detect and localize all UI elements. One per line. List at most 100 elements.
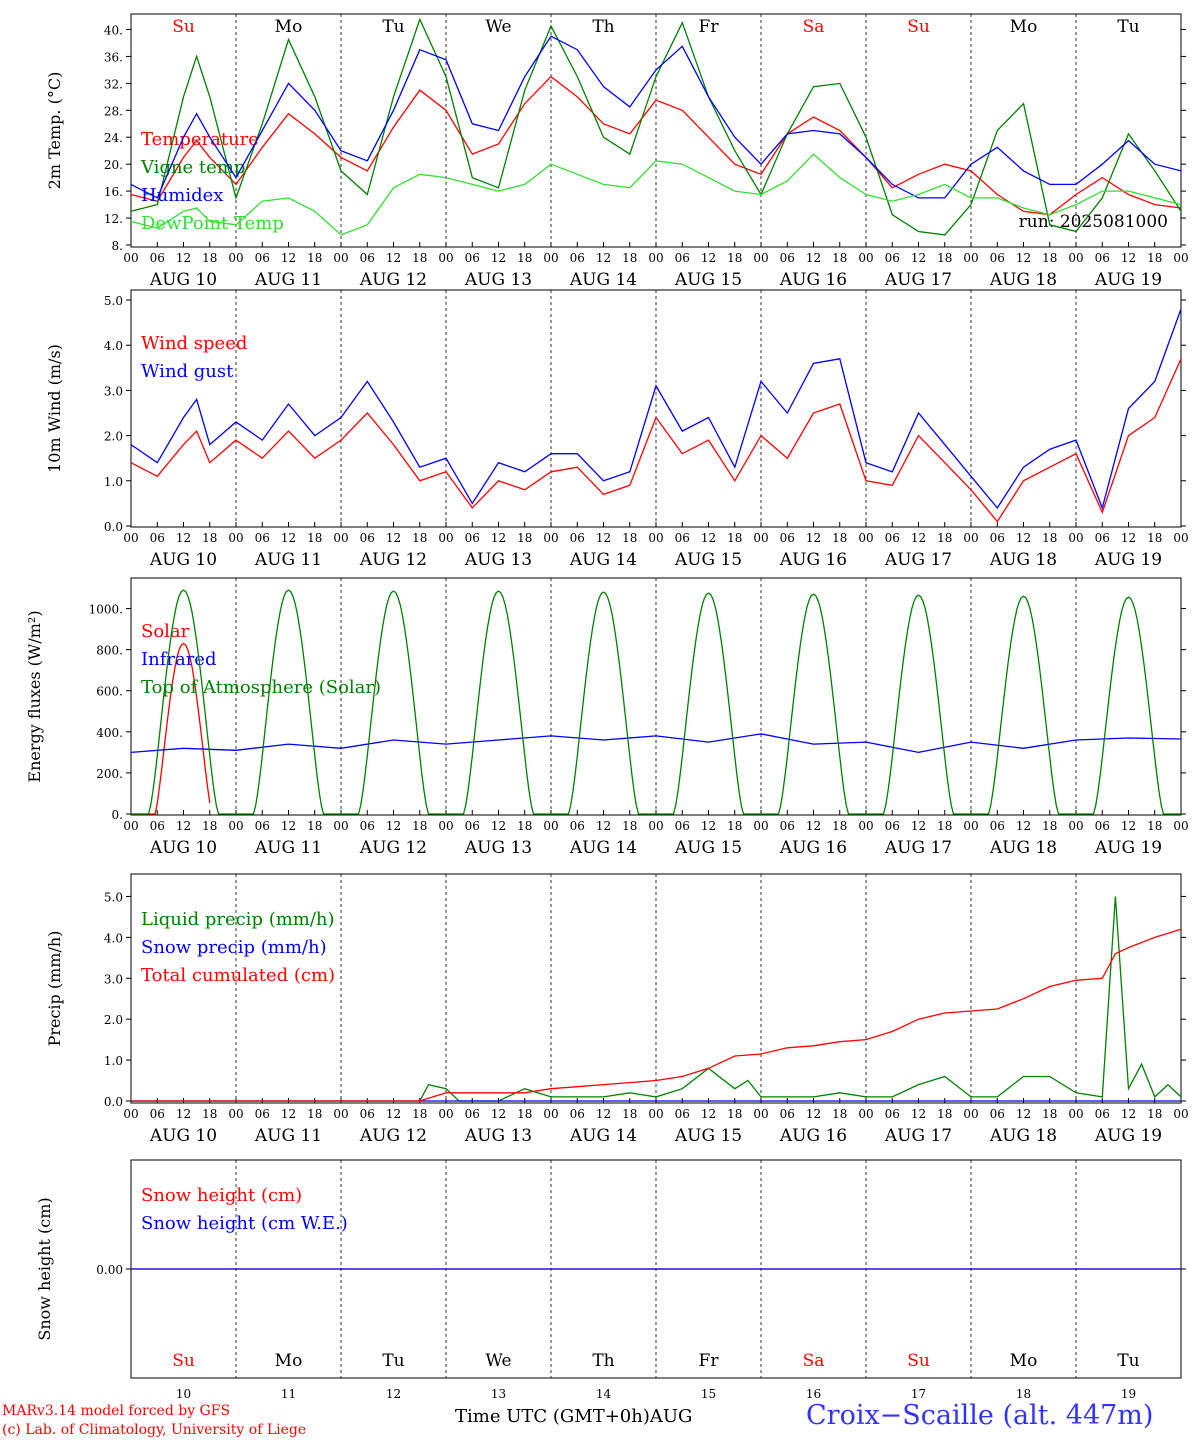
day-initial: Th: [592, 17, 614, 37]
series-wind-speed: [130, 358, 1182, 523]
x-hour-label: 00: [543, 251, 558, 265]
day-initial: Mo: [1010, 17, 1038, 37]
x-hour-label: 18: [727, 819, 742, 833]
x-hour-label: 12: [1016, 531, 1031, 545]
x-hour-label: 06: [465, 819, 480, 833]
date-label: AUG 13: [464, 838, 532, 858]
day-initial: Sa: [803, 17, 825, 37]
x-hour-label: 18: [1042, 1107, 1057, 1121]
date-label: AUG 19: [1094, 1126, 1162, 1146]
date-label: AUG 19: [1094, 550, 1162, 570]
day-initial: We: [485, 1351, 511, 1371]
x-hour-label: 12: [596, 1107, 611, 1121]
x-hour-label: 06: [675, 251, 690, 265]
x-hour-label: 18: [622, 819, 637, 833]
series-vigne-temp: [130, 17, 1182, 236]
y-tick-label: 2.0: [104, 430, 123, 444]
date-label: AUG 12: [359, 838, 427, 858]
x-hour-label: 00: [753, 819, 768, 833]
y-tick-label: 24.: [104, 131, 123, 145]
legend-entry: Total cumulated (cm): [141, 965, 335, 986]
y-tick-label: 3.0: [104, 972, 123, 986]
date-label: AUG 15: [674, 270, 742, 290]
x-hour-label: 18: [202, 531, 217, 545]
day-initial: Th: [592, 1351, 614, 1371]
date-label: AUG 16: [779, 270, 847, 290]
date-label: AUG 11: [254, 270, 322, 290]
day-initial: Su: [907, 17, 930, 37]
x-hour-label: 06: [780, 251, 795, 265]
legend-entry: Infrared: [141, 649, 216, 670]
series-infrared: [130, 733, 1182, 754]
y-tick-label: 28.: [104, 104, 123, 118]
x-hour-label: 06: [570, 251, 585, 265]
x-hour-label: 12: [806, 819, 821, 833]
date-label: AUG 16: [779, 1126, 847, 1146]
x-hour-label: 18: [727, 251, 742, 265]
day-initial: Sa: [803, 1351, 825, 1371]
x-hour-label: 18: [1147, 1107, 1162, 1121]
x-hour-label: 00: [333, 819, 348, 833]
day-number: 15: [701, 1387, 716, 1401]
x-hour-label: 12: [491, 819, 506, 833]
x-hour-label: 00: [543, 531, 558, 545]
x-hour-label: 18: [832, 819, 847, 833]
date-label: AUG 13: [464, 550, 532, 570]
legend-entry: Wind speed: [141, 333, 247, 354]
x-hour-label: 12: [386, 531, 401, 545]
x-hour-label: 00: [333, 1107, 348, 1121]
x-hour-label: 00: [648, 819, 663, 833]
x-hour-label: 18: [307, 819, 322, 833]
x-hour-label: 18: [832, 531, 847, 545]
x-hour-label: 00: [543, 1107, 558, 1121]
x-hour-label: 12: [281, 251, 296, 265]
x-hour-label: 18: [1042, 531, 1057, 545]
x-hour-label: 00: [333, 531, 348, 545]
legend-entry: Snow precip (mm/h): [141, 937, 327, 958]
date-label: AUG 18: [989, 550, 1057, 570]
x-hour-label: 00: [123, 1107, 138, 1121]
date-label: AUG 18: [989, 270, 1057, 290]
x-hour-label: 06: [675, 1107, 690, 1121]
x-hour-label: 00: [1173, 819, 1188, 833]
x-hour-label: 06: [465, 1107, 480, 1121]
x-hour-label: 18: [517, 251, 532, 265]
x-hour-label: 18: [1042, 819, 1057, 833]
date-label: AUG 16: [779, 550, 847, 570]
day-initial: Su: [172, 1351, 195, 1371]
date-label: AUG 11: [254, 838, 322, 858]
y-tick-label: 5.0: [104, 890, 123, 904]
x-hour-label: 00: [963, 251, 978, 265]
date-label: AUG 10: [149, 1126, 217, 1146]
day-number: 17: [911, 1387, 926, 1401]
date-label: AUG 17: [884, 270, 952, 290]
date-label: AUG 17: [884, 838, 952, 858]
x-hour-label: 06: [255, 1107, 270, 1121]
x-hour-label: 00: [858, 819, 873, 833]
x-hour-label: 06: [885, 251, 900, 265]
date-label: AUG 19: [1094, 838, 1162, 858]
series-humidex: [130, 35, 1182, 199]
x-hour-label: 00: [1068, 251, 1083, 265]
x-hour-label: 00: [333, 251, 348, 265]
x-hour-label: 12: [911, 251, 926, 265]
x-hour-label: 06: [150, 531, 165, 545]
panel-2: 0.0 1.0 2.0 3.0 4.0 5.0 10m Wind (m/s) 00 06 12 18…: [45, 289, 1189, 570]
x-hour-label: 06: [1095, 1107, 1110, 1121]
x-hour-label: 12: [806, 531, 821, 545]
x-hour-label: 00: [963, 531, 978, 545]
x-hour-label: 18: [937, 251, 952, 265]
x-hour-label: 00: [1068, 531, 1083, 545]
day-number: 12: [386, 1387, 401, 1401]
day-initial: We: [485, 17, 511, 37]
x-hour-label: 00: [1173, 1107, 1188, 1121]
y-tick-label: 3.0: [104, 384, 123, 398]
x-hour-label: 18: [832, 1107, 847, 1121]
x-hour-label: 18: [202, 819, 217, 833]
x-hour-label: 06: [255, 819, 270, 833]
series-wind-gust: [130, 308, 1182, 511]
model-credit: MARv3.14 model forced by GFS (c) Lab. of…: [2, 1402, 306, 1440]
x-hour-label: 00: [123, 819, 138, 833]
y-tick-label: 12.: [104, 212, 123, 226]
x-hour-label: 00: [1173, 531, 1188, 545]
